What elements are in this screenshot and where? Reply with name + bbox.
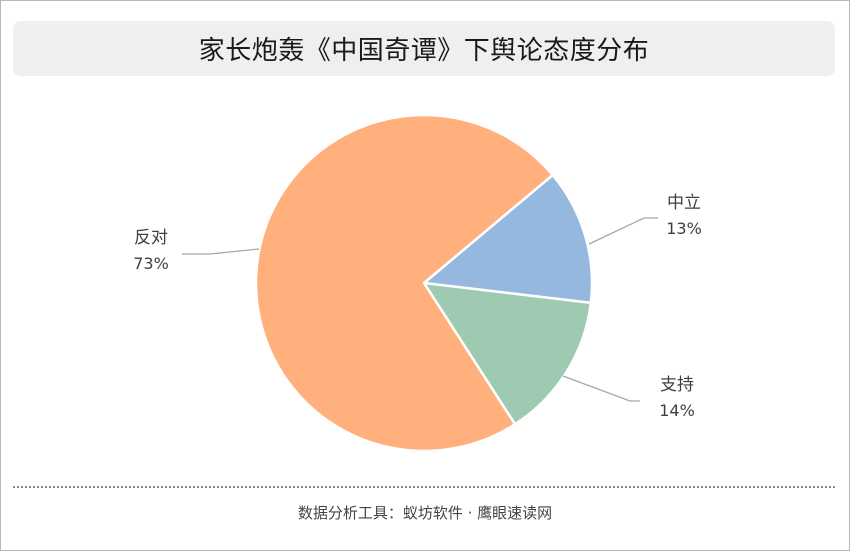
slice-value-1: 14%	[659, 401, 695, 420]
footer-divider	[13, 486, 835, 488]
source-footer: 数据分析工具：蚁坊软件 · 鹰眼速读网	[297, 504, 553, 522]
slice-label-2: 反对	[134, 228, 168, 248]
slice-label-0: 中立	[667, 193, 701, 213]
slice-value-2: 73%	[133, 254, 169, 273]
chart-title: 家长炮轰《中国奇谭》下舆论态度分布	[198, 36, 650, 66]
pie-slice-2	[254, 113, 554, 453]
leader-line-1	[562, 375, 640, 402]
leader-line-0	[588, 217, 658, 245]
slice-value-0: 13%	[666, 219, 702, 238]
leader-line-2	[182, 248, 260, 255]
title-bar: 家长炮轰《中国奇谭》下舆论态度分布	[13, 21, 835, 76]
pie-slice-1	[422, 281, 593, 426]
slice-label-1: 支持	[660, 375, 694, 395]
pie-slice-0	[422, 173, 594, 305]
